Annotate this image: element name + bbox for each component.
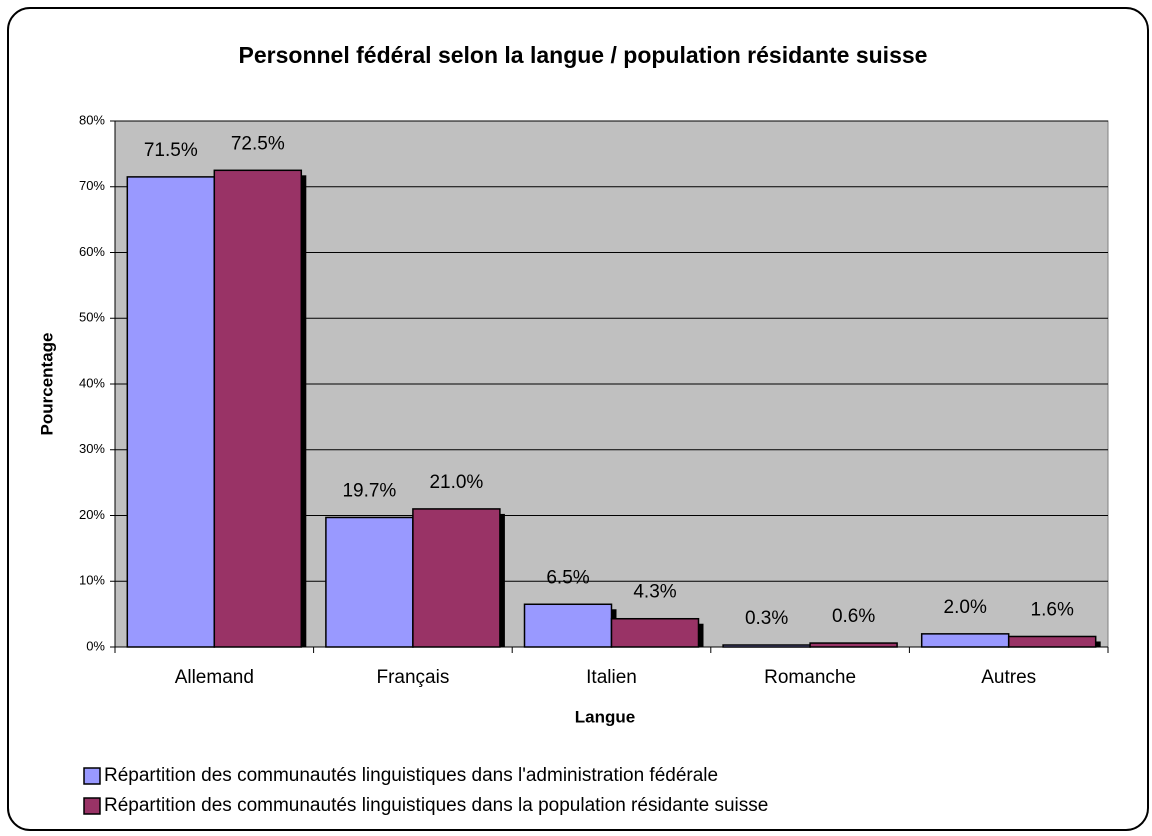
bar xyxy=(1007,635,1097,648)
data-label: 2.0% xyxy=(944,597,987,618)
data-label: 19.7% xyxy=(342,480,396,501)
bar xyxy=(412,508,501,648)
y-tick-label: 60% xyxy=(79,244,105,259)
legend-label: Répartition des communautés linguistique… xyxy=(104,765,718,786)
bar xyxy=(610,617,700,648)
bar xyxy=(920,633,1010,648)
data-label: 21.0% xyxy=(429,472,483,493)
y-tick-label: 70% xyxy=(79,178,105,193)
y-axis-label: Pourcentage xyxy=(37,333,56,436)
bar xyxy=(325,516,414,648)
chart-title: Personnel fédéral selon la langue / popu… xyxy=(239,42,928,68)
x-axis-label: Langue xyxy=(575,707,635,726)
bar xyxy=(213,169,303,648)
y-tick-label: 50% xyxy=(79,310,105,325)
y-tick-label: 40% xyxy=(79,375,105,390)
legend-swatch xyxy=(83,797,101,815)
bar xyxy=(126,176,216,648)
x-tick-label: Italien xyxy=(586,667,637,688)
data-label: 0.6% xyxy=(832,606,875,627)
x-tick-label: Français xyxy=(376,667,449,688)
data-label: 72.5% xyxy=(231,133,285,154)
data-label: 1.6% xyxy=(1031,599,1074,620)
x-tick-label: Allemand xyxy=(175,667,254,688)
bar xyxy=(809,642,898,648)
x-tick-label: Autres xyxy=(981,667,1036,688)
legend-swatch xyxy=(83,767,101,785)
data-label: 0.3% xyxy=(745,608,788,629)
data-label: 71.5% xyxy=(144,140,198,161)
y-tick-label: 80% xyxy=(79,112,105,127)
legend-label: Répartition des communautés linguistique… xyxy=(104,795,768,816)
y-tick-label: 20% xyxy=(79,507,105,522)
bar xyxy=(523,603,613,648)
x-tick-label: Romanche xyxy=(764,667,856,688)
data-label: 6.5% xyxy=(546,567,589,588)
y-tick-label: 30% xyxy=(79,441,105,456)
y-tick-label: 10% xyxy=(79,573,105,588)
y-tick-label: 0% xyxy=(86,638,105,653)
bar xyxy=(722,644,811,648)
data-label: 4.3% xyxy=(633,582,676,603)
